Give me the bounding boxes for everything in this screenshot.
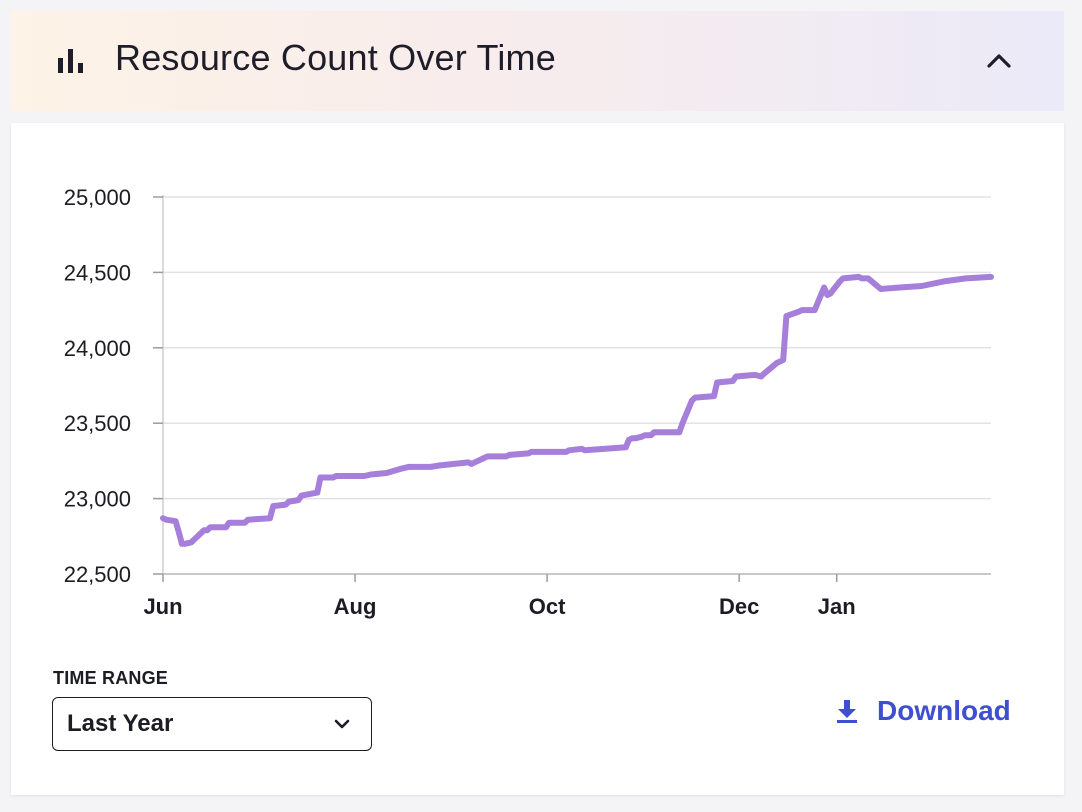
x-axis-ticks: Jun Aug Oct Dec Jan [143,574,856,619]
chevron-up-icon [987,54,1011,68]
y-tick-label: 23,500 [64,411,131,436]
y-tick-label: 22,500 [64,562,131,587]
y-axis-ticks: 25,000 24,500 24,000 23,500 23,000 22,500 [64,185,163,587]
y-tick-label: 24,500 [64,260,131,285]
panel-header: Resource Count Over Time [11,11,1064,111]
panel-title: Resource Count Over Time [115,37,556,78]
x-tick-label: Oct [529,594,566,619]
y-tick-label: 24,000 [64,336,131,361]
y-tick-label: 23,000 [64,487,131,512]
y-tick-label: 25,000 [64,185,131,210]
x-tick-label: Jun [143,594,182,619]
axes [162,195,991,575]
download-button[interactable]: Download [835,691,1011,731]
grid-lines [163,196,991,500]
time-range-label: TIME RANGE [53,668,169,688]
download-icon [837,700,857,723]
chart-card: 25,000 24,500 24,000 23,500 23,000 22,500 Jun… [11,123,1064,795]
series-line [160,273,994,547]
line-chart: 25,000 24,500 24,000 23,500 23,000 22,500 Jun… [64,185,994,619]
x-tick-label: Jan [818,594,856,619]
time-range-select[interactable]: Last Year [52,697,372,751]
chevron-down-icon [334,719,350,729]
bar-chart-icon [58,49,83,73]
x-tick-label: Dec [719,594,759,619]
time-range-value: Last Year [67,710,174,737]
x-tick-label: Aug [334,594,377,619]
series-layer [160,273,994,547]
collapse-button[interactable] [979,44,1019,78]
download-label: Download [877,695,1011,726]
